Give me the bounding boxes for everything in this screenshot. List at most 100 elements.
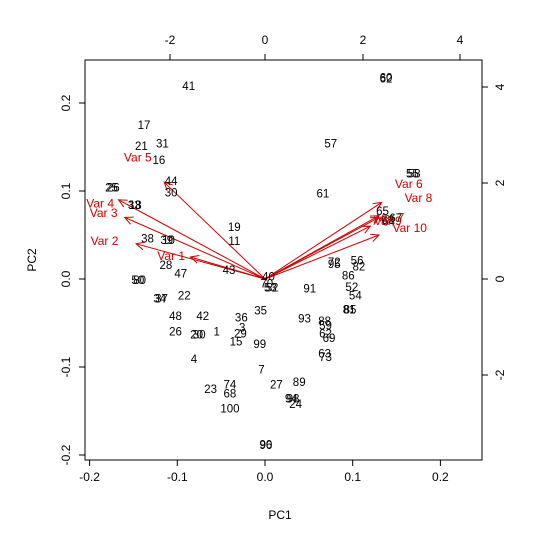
- point-label: 93: [298, 314, 311, 326]
- point-label: 11: [228, 236, 240, 248]
- point-label: 70: [260, 278, 273, 290]
- point-label: 26: [169, 327, 182, 339]
- point-label: 60: [380, 72, 393, 84]
- loading-arrow: [264, 233, 381, 280]
- loading-label: Var 7: [377, 210, 405, 224]
- x-tick-label: 0.0: [257, 470, 274, 484]
- point-label: 80: [133, 275, 146, 287]
- point-label: 28: [160, 260, 173, 272]
- right-tick-label: 0: [493, 275, 507, 282]
- point-label: 74: [224, 380, 237, 392]
- point-label: 81: [343, 305, 356, 317]
- point-label: 22: [178, 291, 191, 303]
- loading-arrow: [264, 225, 372, 280]
- point-label: 27: [270, 380, 283, 392]
- loading-arrow: [123, 216, 266, 280]
- loading-arrow: [117, 199, 266, 280]
- point-label: 72: [328, 257, 341, 269]
- point-label: 62: [319, 328, 332, 340]
- loading-label: Var 3: [90, 206, 118, 220]
- point-label: 52: [266, 283, 279, 295]
- x-tick-label: -0.2: [79, 470, 100, 484]
- right-tick-label: 2: [493, 179, 507, 186]
- top-tick-label: 4: [457, 33, 464, 47]
- point-label: 58: [408, 168, 421, 180]
- point-label: 86: [342, 270, 355, 282]
- point-label: 65: [376, 206, 389, 218]
- right-tick-label: 4: [493, 83, 507, 90]
- loading-arrows: [117, 181, 383, 280]
- y-tick-label: 0.2: [59, 94, 73, 111]
- point-label: 3: [239, 322, 245, 334]
- point-label: 44: [165, 176, 178, 188]
- point-label: 15: [230, 336, 243, 348]
- loading-label: Var 10: [392, 221, 427, 235]
- point-label: 91: [303, 284, 316, 296]
- point-label: 34: [153, 293, 166, 305]
- y-axis-label: PC2: [25, 248, 39, 272]
- point-label: 64: [382, 217, 395, 229]
- point-label: 61: [316, 189, 329, 201]
- y-tick-label: -0.1: [59, 356, 73, 377]
- point-label: 20: [190, 329, 203, 341]
- loading-arrow: [134, 241, 266, 280]
- point-label: 7: [258, 365, 264, 377]
- point-label: 10: [162, 235, 175, 247]
- x-tick-label: 0.1: [344, 470, 361, 484]
- loading-label: Var 4: [86, 196, 114, 210]
- point-label: 56: [351, 255, 364, 267]
- point-label: 26: [107, 182, 120, 194]
- point-label: 40: [262, 271, 275, 283]
- loading-arrow: [264, 216, 381, 280]
- point-label: 55: [406, 168, 419, 180]
- point-label: 30: [193, 329, 206, 341]
- loading-label: Var 8: [405, 191, 433, 205]
- point-label: 59: [319, 321, 332, 333]
- point-label: 57: [324, 138, 337, 150]
- point-label: 66: [381, 215, 394, 227]
- point-label: 73: [319, 352, 332, 364]
- point-label: 53: [264, 283, 277, 295]
- y-tick-label: 0.1: [59, 182, 73, 199]
- point-label: 43: [223, 265, 236, 277]
- point-label: 95: [328, 259, 341, 271]
- point-label: 36: [235, 313, 248, 325]
- point-label: 69: [323, 333, 336, 345]
- point-label: 47: [174, 269, 187, 281]
- x-tick-label: -0.1: [167, 470, 188, 484]
- point-label: 31: [156, 138, 169, 150]
- point-label: 54: [349, 291, 362, 303]
- point-label: 99: [253, 339, 266, 351]
- point-label: 96: [259, 440, 272, 452]
- point-label: 18: [129, 200, 142, 212]
- point-label: 16: [152, 155, 165, 167]
- point-label: 35: [254, 306, 267, 318]
- point-label: 25: [105, 182, 118, 194]
- x-axis-label: PC1: [268, 508, 292, 522]
- point-label: 98: [287, 394, 300, 406]
- point-label: 19: [228, 222, 241, 234]
- point-label: 100: [220, 403, 239, 415]
- top-tick-label: 0: [262, 33, 269, 47]
- point-label: 33: [128, 200, 141, 212]
- loading-label: Var 2: [91, 234, 119, 248]
- y-tick-label: 0.0: [59, 270, 73, 287]
- loading-label: Var 1: [157, 249, 185, 263]
- loading-label: Var 5: [124, 151, 152, 165]
- point-label: 30: [165, 188, 178, 200]
- point-label: 67: [389, 213, 402, 225]
- top-tick-label: 2: [360, 33, 367, 47]
- point-label: 85: [344, 305, 357, 317]
- point-label: 52: [345, 282, 358, 294]
- point-label: 90: [259, 439, 272, 451]
- point-label: 23: [204, 384, 217, 396]
- point-label: 39: [160, 235, 173, 247]
- point-label: 21: [135, 141, 148, 153]
- point-label: 63: [318, 349, 331, 361]
- point-label: 48: [169, 311, 182, 323]
- point-label: 82: [352, 262, 365, 274]
- point-label: 38: [141, 233, 154, 245]
